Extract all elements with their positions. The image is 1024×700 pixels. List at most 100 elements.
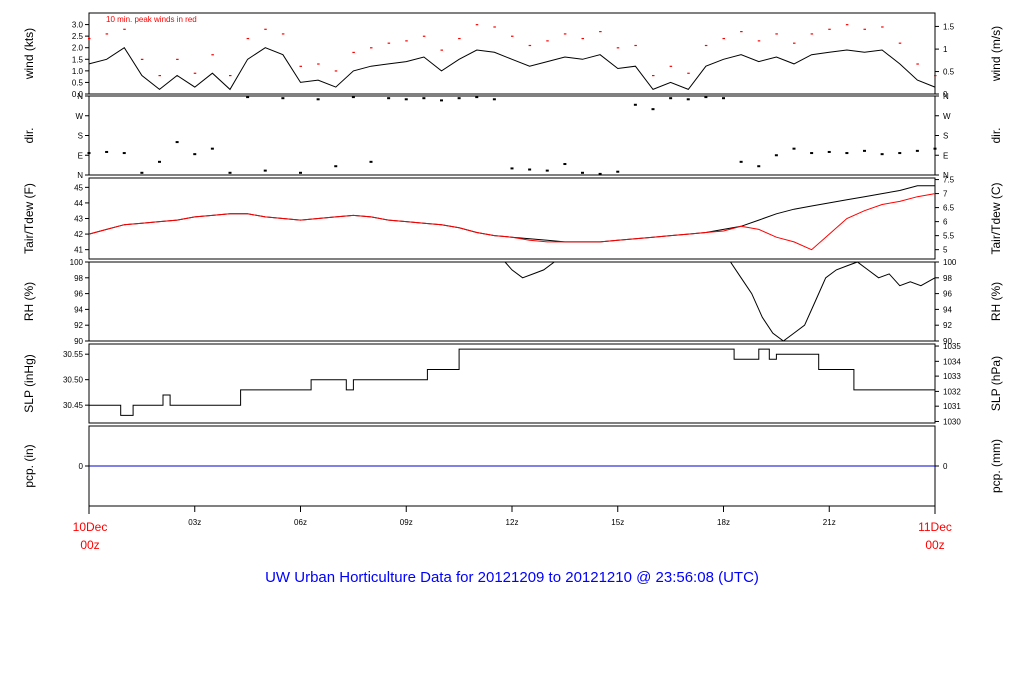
panel-frame xyxy=(88,177,936,260)
dir-point xyxy=(616,170,620,173)
panel-temp: 41 42 43 44 45 5 5.5 6 6.5 7 7.5 Tair/Tdew (F) Tair/… xyxy=(22,176,1003,260)
ytick-left-label: N xyxy=(77,171,83,180)
x-end-day: 11Dec xyxy=(918,520,952,534)
dir-point xyxy=(246,96,250,99)
peak-wind-point xyxy=(916,63,919,65)
ytick-left-label: 45 xyxy=(74,183,83,192)
temp-series-tair-line xyxy=(88,185,935,243)
x-start-hour: 00z xyxy=(80,538,99,552)
dir-point xyxy=(316,98,320,101)
dir-point xyxy=(510,167,514,170)
ylabel-left: Tair/Tdew (F) xyxy=(22,183,36,254)
ytick-left-label: 2.0 xyxy=(72,44,84,53)
peak-wind-point xyxy=(264,28,267,30)
peak-wind-point xyxy=(281,33,285,35)
peak-wind-point xyxy=(352,51,355,54)
peak-wind-point xyxy=(176,58,179,60)
peak-wind-point xyxy=(634,44,637,47)
dir-point xyxy=(87,152,91,155)
dir-point xyxy=(281,97,285,100)
ytick-left-label: 42 xyxy=(74,230,83,239)
peak-wind-point xyxy=(405,40,408,42)
ylabel-right: Tair/Tdew (C) xyxy=(989,182,1003,254)
peak-wind-point xyxy=(704,44,708,47)
dir-point xyxy=(898,152,902,155)
ylabel-left: SLP (inHg) xyxy=(22,354,36,412)
ytick-left-label: 41 xyxy=(74,246,83,255)
xtick-label: 18z xyxy=(717,518,730,527)
ytick-right-label: E xyxy=(943,151,948,160)
dir-point xyxy=(175,141,179,144)
ytick-left-label: 0.5 xyxy=(72,78,84,87)
ytick-left-label: 100 xyxy=(70,258,84,267)
peak-wind-point xyxy=(740,31,743,33)
ytick-right-label: 100 xyxy=(943,258,957,267)
dir-point xyxy=(598,172,602,175)
peak-wind-point xyxy=(422,35,426,37)
peak-wind-point xyxy=(898,42,902,44)
ytick-right-label: 5 xyxy=(943,246,948,255)
wind-annotation: 10 min. peak winds in red xyxy=(106,15,197,24)
ylabel-right: pcp. (mm) xyxy=(989,439,1003,493)
ytick-right-label: 1030 xyxy=(943,417,961,426)
dir-point xyxy=(299,171,302,174)
ytick-right-label: N xyxy=(943,171,949,180)
peak-wind-point xyxy=(775,33,778,35)
xtick-label: 03z xyxy=(188,518,201,527)
ytick-right-label: 0 xyxy=(943,90,948,99)
dir-point xyxy=(563,163,567,166)
ylabel-left: RH (%) xyxy=(22,282,36,321)
dir-point xyxy=(739,160,743,163)
panel-frame xyxy=(88,95,936,176)
panel-wind: 0.0 0.5 1.0 1.5 2.0 2.5 3.0 0 0.5 1 1.5 wind (kts) w… xyxy=(22,12,1003,99)
dir-point xyxy=(863,149,866,152)
ytick-left-label: 98 xyxy=(74,274,83,283)
ytick-left-label: 44 xyxy=(74,199,83,208)
panel-frame xyxy=(88,12,936,95)
peak-wind-point xyxy=(140,58,144,60)
peak-wind-point xyxy=(246,37,250,40)
peak-wind-point xyxy=(475,24,479,26)
peak-wind-point xyxy=(88,37,91,40)
dir-point xyxy=(210,147,214,150)
ylabel-right: dir. xyxy=(989,127,1003,143)
ylabel-left: pcp. (in) xyxy=(22,444,36,487)
dir-point xyxy=(633,103,637,106)
dir-point xyxy=(880,153,884,156)
ytick-right-label: 7 xyxy=(943,190,948,199)
peak-wind-point xyxy=(828,28,831,30)
ytick-left-label: 94 xyxy=(74,305,83,314)
ytick-right-label: W xyxy=(943,112,951,121)
ylabel-left: dir. xyxy=(22,127,36,143)
dir-point xyxy=(757,165,761,168)
panel-frame xyxy=(88,261,936,342)
slp-series-line xyxy=(89,348,935,416)
peak-wind-point xyxy=(193,72,197,74)
dir-point xyxy=(334,165,338,168)
peak-wind-point xyxy=(669,65,673,67)
ytick-left-label: 3.0 xyxy=(72,21,84,30)
panel-slp: 30.45 30.50 30.55 1030 1031 1032 1033 1034 1035 S… xyxy=(22,342,1003,426)
dir-point xyxy=(651,108,655,111)
ylabel-right: wind (m/s) xyxy=(989,26,1003,82)
dir-point xyxy=(228,171,232,174)
peak-wind-point xyxy=(299,65,302,67)
temp-series-tdew-line xyxy=(88,193,936,251)
peak-wind-point xyxy=(511,35,514,37)
ytick-left-label: N xyxy=(77,92,83,101)
peak-wind-point xyxy=(229,74,232,77)
peak-wind-point xyxy=(493,26,496,28)
ytick-left-label: 43 xyxy=(74,215,83,224)
ytick-left-label: 30.45 xyxy=(63,401,84,410)
dir-point xyxy=(704,96,708,99)
peak-wind-point xyxy=(934,74,937,77)
dir-point xyxy=(528,168,532,171)
peak-wind-point xyxy=(563,33,567,35)
ytick-left-label: 90 xyxy=(74,337,83,346)
dir-point xyxy=(158,160,161,163)
peak-wind-point xyxy=(845,24,849,26)
peak-wind-point xyxy=(599,31,602,33)
panel-frame xyxy=(88,343,936,424)
peak-wind-point xyxy=(211,54,214,56)
dir-point xyxy=(774,154,778,157)
